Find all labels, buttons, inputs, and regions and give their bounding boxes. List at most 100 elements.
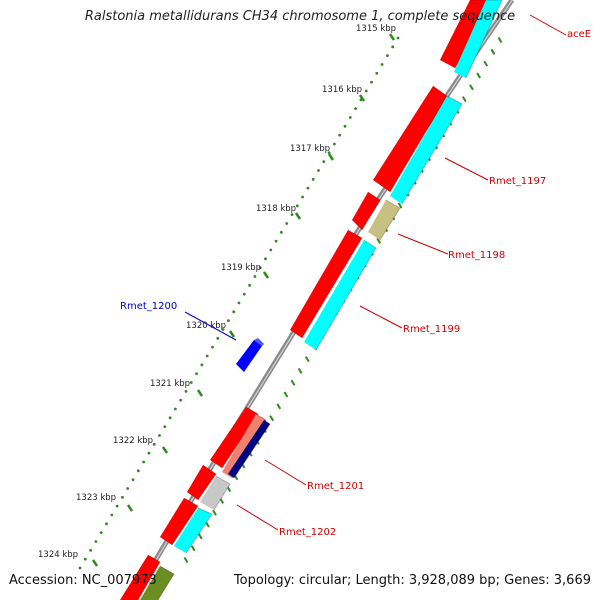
gene-label-leader bbox=[359, 305, 403, 329]
inner-ruler-tick bbox=[304, 356, 310, 363]
ruler-tick-label: 1321 kbp bbox=[150, 379, 190, 389]
ruler-dot bbox=[285, 222, 289, 225]
ruler-dot bbox=[290, 213, 294, 217]
ruler-tick-label: 1317 kbp bbox=[290, 144, 330, 154]
ruler-dot bbox=[253, 275, 257, 278]
ruler-tick-label: 1315 kbp bbox=[356, 24, 396, 34]
ruler-major-tick bbox=[327, 153, 335, 161]
ruler-dot bbox=[333, 142, 336, 146]
inner-ruler-tick bbox=[205, 521, 210, 528]
inner-ruler-tick bbox=[183, 556, 189, 564]
ruler-dot bbox=[227, 319, 230, 323]
accession-label: Accession: NC_007973 bbox=[9, 573, 157, 588]
ruler-dot bbox=[348, 116, 352, 119]
ruler-dot bbox=[110, 513, 114, 517]
ruler-dot bbox=[147, 451, 151, 455]
ruler-tick-label: 1324 kbp bbox=[38, 550, 78, 560]
ruler-dot bbox=[301, 195, 304, 199]
ruler-dot bbox=[174, 407, 177, 411]
gene-label: Rmet_1202 bbox=[279, 527, 336, 538]
ruler-dot bbox=[99, 531, 103, 535]
ruler-dot bbox=[221, 328, 225, 331]
ruler-major-tick bbox=[262, 271, 270, 279]
ruler-dot bbox=[258, 266, 262, 270]
ruler-major-tick bbox=[358, 94, 366, 102]
ruler-dot bbox=[115, 504, 119, 508]
gene-feature bbox=[228, 420, 270, 478]
gene-label-leader bbox=[397, 233, 449, 255]
inner-ruler-tick bbox=[212, 509, 217, 516]
gene-label-leader bbox=[236, 504, 279, 531]
ruler-dot bbox=[242, 292, 246, 296]
sequence-summary: Topology: circular; Length: 3,928,089 bp… bbox=[233, 573, 591, 588]
gene-feature bbox=[174, 508, 212, 553]
gene-feature-edge bbox=[379, 199, 401, 241]
inner-ruler-tick bbox=[469, 84, 474, 91]
inner-ruler-tick bbox=[490, 48, 496, 55]
ruler-dot bbox=[338, 133, 342, 137]
gene-feature bbox=[352, 192, 380, 230]
ruler-dot bbox=[274, 239, 278, 243]
ruler-dot bbox=[322, 160, 326, 164]
ruler-major-tick bbox=[196, 389, 204, 397]
ruler-dot bbox=[364, 89, 368, 93]
ruler-dot bbox=[264, 257, 267, 261]
inner-ruler-tick bbox=[276, 403, 282, 410]
ruler-dot bbox=[269, 248, 273, 252]
gene-feature bbox=[304, 240, 376, 350]
ruler-dot bbox=[237, 301, 241, 305]
gene-feature-edge bbox=[185, 507, 213, 554]
ruler-dot bbox=[205, 354, 209, 358]
ruler-dot bbox=[280, 230, 283, 234]
gene-feature-edge bbox=[301, 229, 363, 339]
ruler-dot bbox=[184, 389, 188, 393]
gene-feature bbox=[290, 230, 362, 338]
gene-label-leader bbox=[444, 157, 489, 181]
ruler-dot bbox=[89, 548, 92, 552]
ruler-dot bbox=[391, 45, 395, 49]
ruler-dot bbox=[158, 434, 161, 437]
ruler-dot bbox=[386, 54, 389, 58]
inner-ruler-tick bbox=[269, 415, 274, 422]
gene-feature-edge bbox=[233, 419, 271, 479]
gene-label: aceE bbox=[567, 29, 591, 40]
gene-feature bbox=[187, 465, 216, 500]
ruler-dot bbox=[343, 124, 347, 128]
gene-feature bbox=[160, 498, 198, 545]
ruler-dot bbox=[211, 345, 214, 349]
inner-ruler-tick bbox=[297, 367, 303, 374]
ruler-dot bbox=[78, 566, 82, 570]
ruler-dot bbox=[216, 336, 220, 340]
ruler-dot bbox=[189, 381, 193, 384]
inner-ruler-tick bbox=[397, 202, 403, 209]
inner-ruler-tick bbox=[497, 36, 503, 44]
gene-feature bbox=[200, 476, 230, 510]
inner-ruler-tick bbox=[197, 533, 203, 540]
ruler-dot bbox=[121, 495, 124, 499]
gene-label-leader bbox=[184, 311, 237, 341]
ruler-dot bbox=[317, 169, 320, 172]
gene-feature-edge bbox=[401, 95, 463, 205]
gene-feature bbox=[140, 566, 174, 600]
ruler-tick-label: 1320 kbp bbox=[186, 321, 226, 331]
ruler-dot bbox=[232, 310, 236, 314]
gene-feature bbox=[210, 407, 258, 468]
ruler-dot bbox=[311, 177, 315, 181]
gene-feature-edge bbox=[213, 475, 231, 511]
inner-ruler-tick bbox=[219, 497, 225, 504]
gene-label-leader bbox=[264, 459, 307, 486]
ruler-tick-label: 1323 kbp bbox=[76, 493, 116, 503]
ruler-dot bbox=[94, 540, 98, 543]
ruler-dot bbox=[380, 63, 384, 66]
ruler-tick-label: 1318 kbp bbox=[256, 204, 296, 214]
gene-feature bbox=[222, 414, 266, 478]
ruler-tick-label: 1316 kbp bbox=[322, 85, 362, 95]
ruler-dot bbox=[306, 186, 310, 190]
gene-label: Rmet_1199 bbox=[403, 324, 460, 335]
ruler-track bbox=[78, 36, 400, 570]
ruler-dot bbox=[131, 478, 135, 482]
ruler-dot bbox=[163, 425, 167, 429]
ruler-dot bbox=[370, 80, 373, 84]
inner-ruler-tick bbox=[283, 391, 289, 398]
